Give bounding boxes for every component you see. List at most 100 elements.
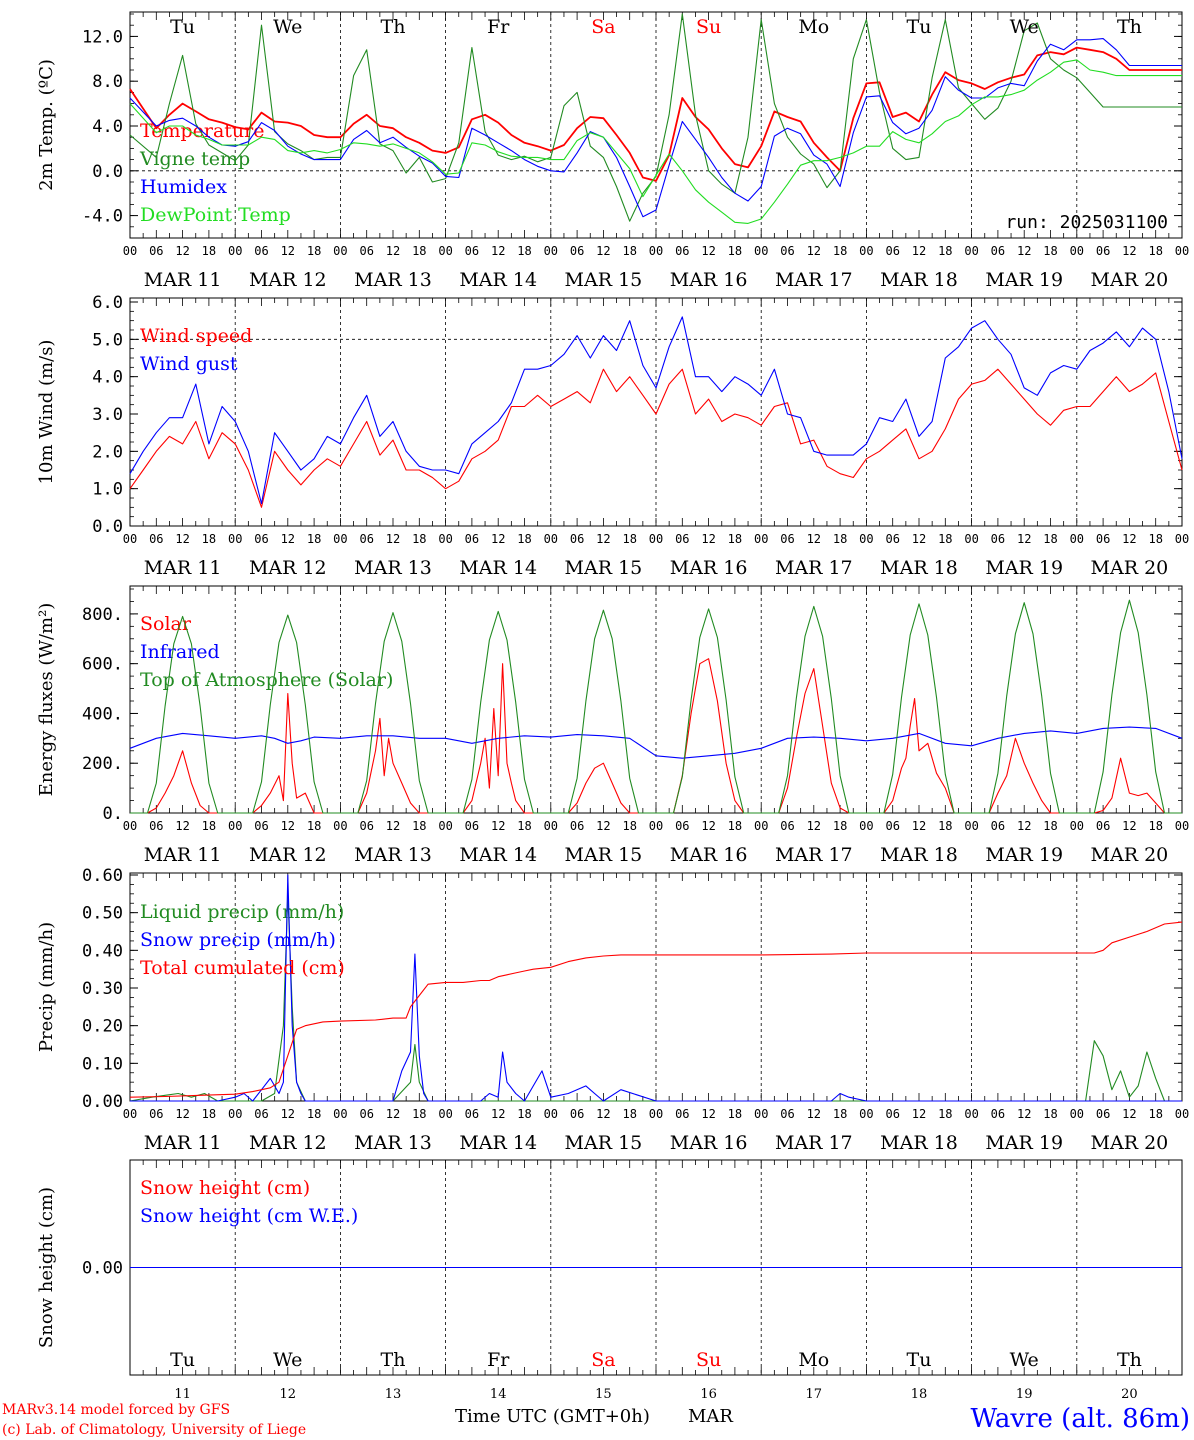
hour-label: 18 [833,244,847,258]
series-line [129,368,1183,508]
hour-label: 18 [307,244,321,258]
hour-label: 00 [754,244,768,258]
legend-entry: Wind gust [140,353,238,375]
panels: -4.00.04.08.012.02m Temp. (ºC) Temperatur… [36,11,1189,1402]
legend-entry: Liquid precip (mm/h) [140,901,344,923]
hour-label: 00 [333,819,347,833]
date-label: MAR 18 [880,1132,958,1154]
legend-entry: Wind speed [140,325,252,347]
date-label: MAR 12 [249,1132,327,1154]
hour-label: 18 [833,819,847,833]
hour-label: 00 [123,244,137,258]
hour-label: 00 [438,1107,452,1121]
date-label: MAR 16 [670,557,748,579]
hour-label: 06 [359,1107,373,1121]
weekday-label: Sa [591,16,615,38]
series-line [129,59,1182,224]
weekday-label: Su [696,16,721,38]
series-line [129,13,1182,222]
hour-label: 12 [807,532,821,546]
hour-label: 00 [964,244,978,258]
hour-label: 00 [438,532,452,546]
date-label: MAR 16 [670,1132,748,1154]
weekday-label: Tu [907,1349,932,1371]
date-label: MAR 20 [1091,1132,1169,1154]
weekday-label: We [1010,1349,1039,1371]
hour-label: 00 [964,532,978,546]
y-tick-label: 0.0 [92,517,123,537]
series-line [129,46,1182,182]
series-line [130,599,1182,814]
hour-label: 12 [175,819,189,833]
hour-label: 06 [359,819,373,833]
hour-label: 18 [938,244,952,258]
hour-label: 18 [728,532,742,546]
date-label: MAR 18 [880,557,958,579]
date-label: MAR 14 [459,269,537,291]
hour-label: 12 [912,532,926,546]
hour-label: 06 [991,1107,1005,1121]
hour-label: 00 [438,244,452,258]
hour-label: 18 [307,1107,321,1121]
day-number: 13 [385,1387,402,1402]
hour-label: 18 [622,1107,636,1121]
day-number: 17 [806,1387,823,1402]
hour-label: 06 [570,819,584,833]
time-axis-label: Time UTC (GMT+0h) [455,1406,650,1427]
hour-label: 12 [1122,819,1136,833]
hour-label: 18 [728,244,742,258]
hour-label: 12 [701,532,715,546]
hour-label: 06 [885,532,899,546]
date-label: MAR 11 [144,1132,222,1154]
day-number: 20 [1121,1387,1138,1402]
weekday-label: Tu [907,16,932,38]
weekday-label: Th [381,16,406,38]
day-number: 12 [280,1387,297,1402]
hour-label: 12 [386,532,400,546]
date-label: MAR 14 [459,844,537,866]
footer: MARv3.14 model forced by GFS (c) Lab. of… [2,1402,1190,1438]
hour-label: 12 [596,532,610,546]
day-number: 14 [490,1387,507,1402]
hour-label: 00 [859,819,873,833]
y-tick-label: 0.10 [82,1054,123,1074]
hour-label: 12 [491,1107,505,1121]
hour-label: 12 [491,244,505,258]
hour-label: 12 [1017,244,1031,258]
series-line [130,874,1182,1102]
hour-label: 00 [649,532,663,546]
panel-1: -4.00.04.08.012.02m Temp. (ºC) Temperatur… [36,11,1189,291]
weekday-label: Su [696,1349,721,1371]
date-label: MAR 17 [775,557,853,579]
series-line [129,38,1182,218]
date-label: MAR 13 [354,557,432,579]
hour-label: 00 [859,532,873,546]
hour-label: 06 [254,244,268,258]
hour-label: 06 [991,244,1005,258]
y-axis-label: Snow height (cm) [36,1187,57,1348]
hour-label: 00 [544,1107,558,1121]
date-label: MAR 16 [670,844,748,866]
date-label: MAR 12 [249,844,327,866]
date-label: MAR 11 [144,557,222,579]
hour-label: 18 [1148,1107,1162,1121]
y-tick-label: 200. [82,754,123,774]
hour-label: 12 [491,819,505,833]
hour-label: 00 [754,532,768,546]
hour-label: 06 [149,1107,163,1121]
hour-label: 00 [859,1107,873,1121]
weekday-label: Mo [798,1349,829,1371]
y-tick-label: 5.0 [92,330,123,350]
run-label: run: 2025031100 [1005,212,1168,233]
y-tick-label: 0.00 [82,1092,123,1112]
hour-label: 18 [833,532,847,546]
hour-label: 00 [649,1107,663,1121]
hour-label: 18 [938,819,952,833]
legend-entry: Total cumulated (cm) [140,957,345,979]
hour-label: 00 [228,1107,242,1121]
hour-label: 12 [1017,819,1031,833]
y-tick-label: 400. [82,704,123,724]
date-label: MAR 15 [565,844,643,866]
legend-entry: Humidex [140,176,227,198]
hour-label: 06 [780,244,794,258]
